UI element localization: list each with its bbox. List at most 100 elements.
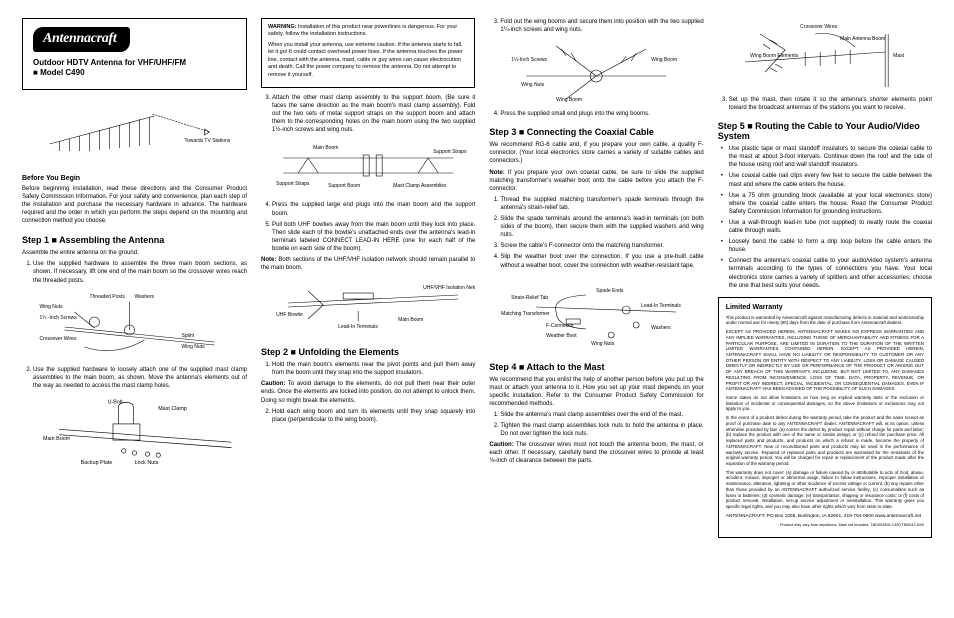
svg-text:Wing Nuts: Wing Nuts xyxy=(592,341,616,347)
model-number: Model C490 xyxy=(40,68,84,77)
column-2: WARNING: Installation of this product ne… xyxy=(261,18,475,600)
step2b-list: Fold out the wing booms and secure them … xyxy=(489,18,703,37)
step4-list: Slide the antenna's mast clamp assemblie… xyxy=(489,411,703,441)
step1-fig1: Threaded Posts Washers Wing Nuts 1¼ -Inc… xyxy=(22,292,247,362)
step1b-li5: Pull both UHF bowties away from the main… xyxy=(272,221,475,253)
warning-title: WARNING: xyxy=(268,24,296,30)
svg-text:1¼ -Inch Screws: 1¼ -Inch Screws xyxy=(40,315,78,321)
svg-text:Wing Nuts: Wing Nuts xyxy=(522,82,546,88)
step4-p1: We recommend that you enlist the help of… xyxy=(489,376,703,408)
step3-li2: Slide the spade terminals around the ant… xyxy=(500,215,703,239)
step5-li4: Use a wall-through lead-in tube (not sup… xyxy=(729,219,932,235)
warning-l2: When you install your antenna, use extre… xyxy=(268,42,468,79)
warranty-box: Limited Warranty This product is warrant… xyxy=(718,297,932,538)
step1b-li4: Press the supplied large end plugs into … xyxy=(272,201,475,217)
step2-list2: Hold each wing boom and turn its element… xyxy=(261,408,475,427)
step4b-list: Set up the mast, then rotate it so the a… xyxy=(718,96,932,115)
step5-li1: Use plastic tape or mast standoff insula… xyxy=(729,145,932,169)
page: Antennacraft Outdoor HDTV Antenna for VH… xyxy=(0,0,954,618)
svg-text:UHF/VHF Isolation Network: UHF/VHF Isolation Network xyxy=(423,285,475,291)
step2b-li4: Press the supplied small end plugs into … xyxy=(500,110,703,118)
svg-text:Wing Nuts: Wing Nuts xyxy=(40,304,64,310)
svg-text:Washers: Washers xyxy=(135,294,155,300)
step4b-fig: Crossover Wires Main Antenna Boom Wing B… xyxy=(718,22,932,92)
column-1: Antennacraft Outdoor HDTV Antenna for VH… xyxy=(22,18,247,600)
svg-text:Wing Boom: Wing Boom xyxy=(652,57,678,63)
svg-text:Wing Nuts: Wing Nuts xyxy=(182,344,206,350)
svg-text:Support Boom: Support Boom xyxy=(328,183,360,189)
hero-illustration: Towards TV Stations xyxy=(22,104,247,159)
step1-li2: Use the supplied hardware to loosely att… xyxy=(33,366,247,390)
step3-note: Note: If you prepare your own coaxial ca… xyxy=(489,169,703,193)
product-title: Outdoor HDTV Antenna for VHF/UHF/FM ■ Mo… xyxy=(33,58,236,79)
step3-p1: We recommend RG-6 cable and, if you prep… xyxy=(489,141,703,165)
svg-text:Support Straps: Support Straps xyxy=(276,181,310,187)
step4-li2: Tighten the mast clamp assemblies lock n… xyxy=(500,422,703,438)
svg-text:Main Boom: Main Boom xyxy=(43,436,71,442)
step4-li1: Slide the antenna's mast clamp assemblie… xyxy=(500,411,703,419)
column-3: Fold out the wing booms and secure them … xyxy=(489,18,703,600)
warranty-tiny: Product may vary from depictions. Mast n… xyxy=(726,523,924,528)
header-box: Antennacraft Outdoor HDTV Antenna for VH… xyxy=(22,18,247,90)
svg-text:Strain-Relief Tab: Strain-Relief Tab xyxy=(512,295,549,301)
warranty-title: Limited Warranty xyxy=(726,304,924,311)
step1b-li3: Attach the other mast clamp assembly to … xyxy=(272,94,475,134)
svg-text:Support Straps: Support Straps xyxy=(433,149,467,155)
warranty-p5: This warranty does not cover: (a) damage… xyxy=(726,470,924,510)
step5-list: Use plastic tape or mast standoff insula… xyxy=(718,145,932,293)
warranty-footer: ANTENNACRAFT, PO Box 1005, Burlington, I… xyxy=(726,514,924,520)
svg-text:Mast: Mast xyxy=(893,53,904,59)
step1b-fig1: Main Boom Support Straps Support Straps … xyxy=(261,143,475,191)
product-name: Outdoor HDTV Antenna for VHF/UHF/FM xyxy=(33,58,186,67)
svg-text:Wing Boom: Wing Boom xyxy=(557,97,583,103)
step1-list: Use the supplied hardware to assemble th… xyxy=(22,260,247,287)
step2-list: Hold the main boom's elements near the p… xyxy=(261,361,475,380)
svg-text:Lead-In Terminals: Lead-In Terminals xyxy=(642,303,682,309)
warranty-p3: Some states do not allow limitations on … xyxy=(726,395,924,412)
svg-text:Crossover Wires: Crossover Wires xyxy=(40,336,77,342)
step5-li2: Use coaxial cable nail clips every few f… xyxy=(729,172,932,188)
svg-text:Washers: Washers xyxy=(652,325,672,331)
svg-text:Threaded Posts: Threaded Posts xyxy=(90,294,126,300)
svg-text:Backup Plate: Backup Plate xyxy=(81,460,113,466)
step3-li3: Screw the cable's F-connector onto the m… xyxy=(500,242,703,250)
warranty-p2: EXCEPT AS PROVIDED HEREIN, ANTENNACRAFT … xyxy=(726,329,924,392)
step5-li5: Loosely bend the cable to form a drip lo… xyxy=(729,238,932,254)
svg-text:Crossover Wires: Crossover Wires xyxy=(800,24,837,30)
step4-caution: Caution: The crossover wires must not to… xyxy=(489,441,703,465)
step3-fig: Spade Ends Strain-Relief Tab Matching Tr… xyxy=(489,277,703,352)
svg-text:Lead-In Terminals: Lead-In Terminals xyxy=(338,324,378,330)
svg-text:Towards TV Stations: Towards TV Stations xyxy=(185,138,231,144)
step1b-list2: Press the supplied large end plugs into … xyxy=(261,201,475,256)
bullet-icon: ■ xyxy=(33,68,40,77)
warning-box: WARNING: Installation of this product ne… xyxy=(261,18,475,88)
step3-title: Step 3 ■ Connecting the Coaxial Cable xyxy=(489,127,703,137)
step2b-li3: Fold out the wing booms and secure them … xyxy=(500,18,703,34)
svg-text:Mast Clamp: Mast Clamp xyxy=(158,406,187,412)
svg-text:Main Boom: Main Boom xyxy=(398,317,423,323)
step4-title: Step 4 ■ Attach to the Mast xyxy=(489,362,703,372)
step5-li6: Connect the antenna's coaxial cable to y… xyxy=(729,257,932,289)
step2-li2: Hold each wing boom and turn its element… xyxy=(272,408,475,424)
svg-text:Main Boom: Main Boom xyxy=(313,145,338,151)
step1-intro: Assemble the entire antenna on the groun… xyxy=(22,249,247,257)
step1b-list: Attach the other mast clamp assembly to … xyxy=(261,94,475,137)
before-text: Before beginning installation, read thes… xyxy=(22,185,247,225)
svg-text:Spade Ends: Spade Ends xyxy=(597,288,625,294)
svg-text:Splint: Splint xyxy=(182,333,195,339)
svg-text:Weather Boot: Weather Boot xyxy=(547,333,578,339)
brand-logo: Antennacraft xyxy=(33,27,130,52)
step5-li3: Use a 75 ohm grounding block (available … xyxy=(729,192,932,216)
warning-l1: Installation of this product near powerl… xyxy=(268,24,457,37)
step1-list2: Use the supplied hardware to loosely att… xyxy=(22,366,247,393)
step4b-li3: Set up the mast, then rotate it so the a… xyxy=(729,96,932,112)
step3-li1: Thread the supplied matching transformer… xyxy=(500,196,703,212)
warranty-p4: In the event of a product defect during … xyxy=(726,415,924,466)
warranty-p1: This product is warranted by Antennacraf… xyxy=(726,315,924,326)
step2b-fig: 1¼-Inch Screws Wing Nuts Wing Boom Wing … xyxy=(489,41,703,106)
step1-li1: Use the supplied hardware to assemble th… xyxy=(33,260,247,284)
svg-text:UHF Bowtie: UHF Bowtie xyxy=(276,312,303,318)
step2-caution: Caution: To avoid damage to the elements… xyxy=(261,380,475,404)
step2-title: Step 2 ■ Unfolding the Elements xyxy=(261,347,475,357)
step1b-note: Note: Both sections of the UHF/VHF isola… xyxy=(261,256,475,272)
